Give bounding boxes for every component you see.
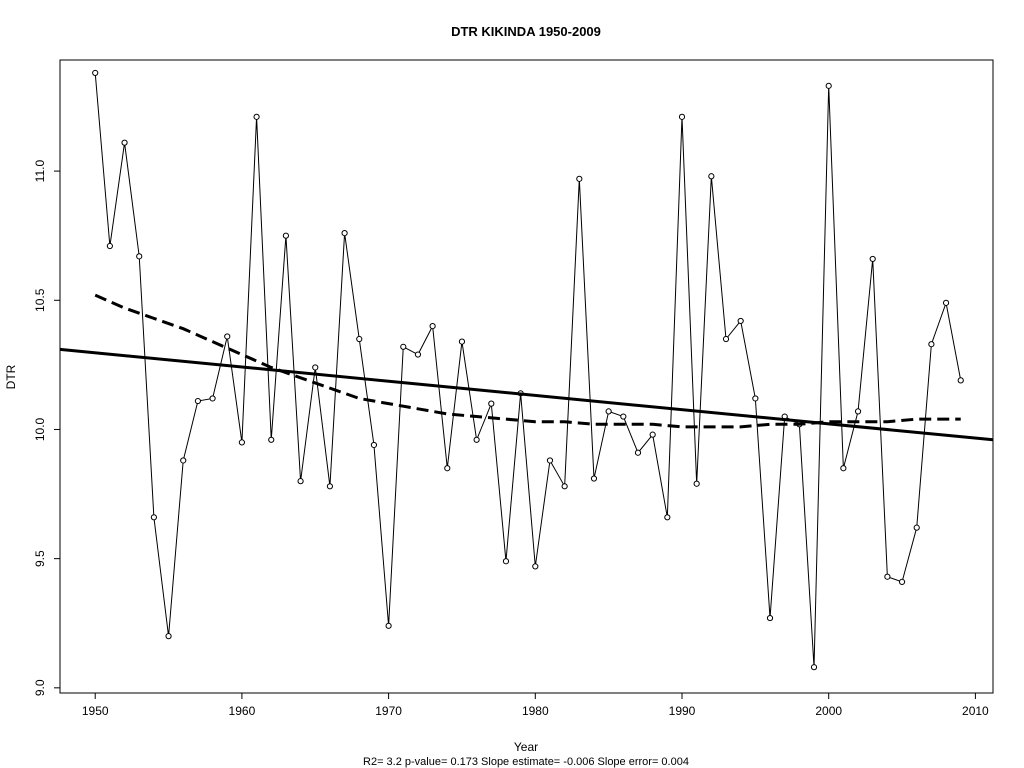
y-tick-label: 9.5 [33,550,47,567]
series-line-dtr [94,72,962,668]
data-point [414,351,422,358]
data-point [693,480,700,487]
data-point [165,633,172,640]
series-layer [59,69,994,671]
x-tick-label: 2010 [962,704,989,718]
data-point [737,317,744,325]
data-point [678,113,686,120]
y-tick-label: 9.0 [33,679,47,696]
data-point [620,413,627,420]
plot-frame [59,59,994,694]
data-point [194,397,201,405]
data-point [385,622,392,629]
data-point [825,82,832,89]
x-tick-label: 1990 [669,704,696,718]
data-point [400,343,407,350]
data-point [312,364,319,371]
data-point [282,232,290,239]
data-point [605,408,612,415]
data-point [253,113,260,120]
x-tick-label: 1980 [522,704,549,718]
data-point [121,139,128,146]
data-point [752,395,759,402]
chart-footnote: R2= 3.2 p-value= 0.173 Slope estimate= -… [363,756,689,768]
data-point [502,558,510,565]
linear-trend-line [59,347,994,442]
data-point [854,408,862,415]
data-point [92,69,99,77]
data-point [209,395,216,402]
data-point [942,299,950,306]
y-tick-label: 10.5 [33,288,47,312]
data-point [297,478,304,485]
x-tick-label: 1970 [375,704,402,718]
x-axis: 1950 1960 1970 1980 1990 2000 2010 [82,693,989,718]
data-point [458,338,466,345]
data-point [664,514,671,521]
data-point [429,323,436,330]
x-axis-title: Year [514,740,538,754]
data-point [869,255,876,263]
data-point [708,173,715,180]
data-point [561,483,568,490]
data-point [488,400,495,407]
data-point [224,333,231,340]
data-point [136,253,143,260]
x-tick-label: 2000 [815,704,842,718]
data-point [722,335,730,343]
data-point [590,475,598,482]
data-point [898,578,906,586]
data-point [326,483,334,490]
data-point [238,439,246,446]
smoothed-trend-line [94,293,961,429]
data-point [810,664,818,671]
data-point [341,230,348,237]
data-point [928,341,935,348]
y-axis: 9.0 9.5 10.0 10.5 11.0 [33,160,60,696]
data-point [766,614,774,622]
data-point [634,449,642,456]
data-point [473,436,480,443]
data-point [532,563,539,570]
data-point [444,465,451,472]
data-point [356,335,363,343]
data-point [546,457,554,464]
data-point [840,465,847,472]
y-axis-title: DTR [4,364,18,389]
data-point [150,514,157,521]
data-point [649,431,656,438]
chart-title: DTR KIKINDA 1950-2009 [451,24,601,39]
data-point [370,441,378,449]
x-tick-label: 1950 [82,704,109,718]
data-point [576,175,583,182]
y-tick-label: 10.0 [33,417,47,441]
x-tick-label: 1960 [229,704,256,718]
data-point [913,524,920,531]
data-point [268,436,275,443]
y-tick-label: 11.0 [33,160,47,183]
data-point [884,573,891,580]
data-point [957,377,964,384]
data-point [106,242,113,250]
data-point [180,457,187,464]
